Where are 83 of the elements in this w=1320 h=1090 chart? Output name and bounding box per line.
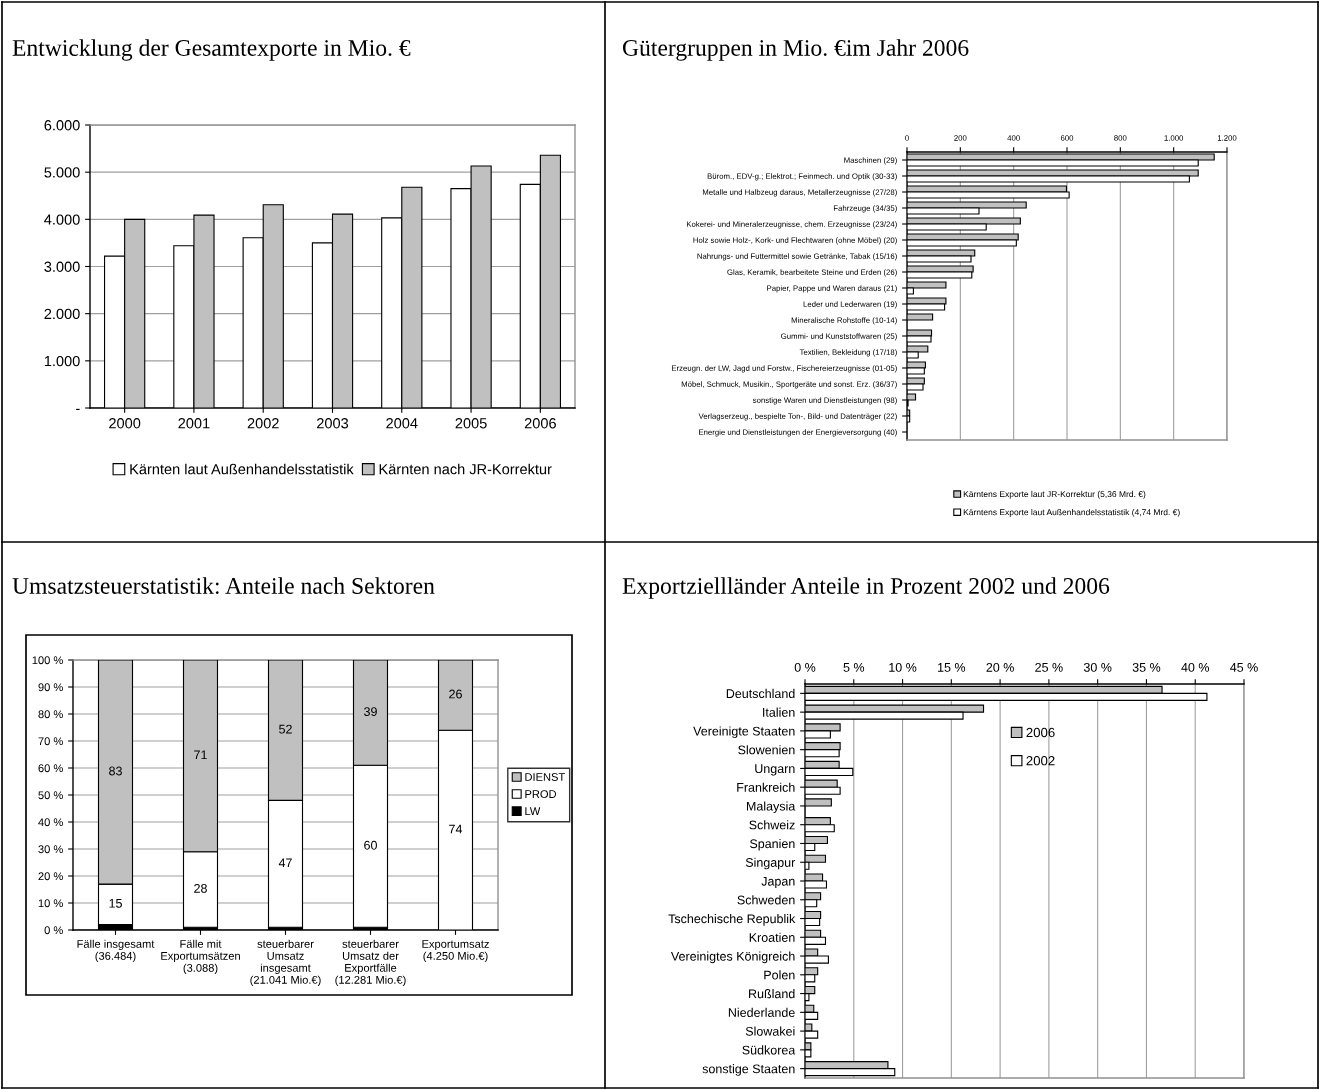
y-tick-label: Singapur [745, 857, 796, 870]
chart-title: Umsatzsteuerstatistik: Anteile nach Sektoren [12, 577, 435, 595]
legend-label: LW [525, 807, 541, 815]
y-tick-label: Rußland [749, 989, 795, 999]
y-tick-label: Vereinigte Staaten [693, 726, 795, 739]
data-label: 60 [364, 840, 377, 850]
y-tick-label: 1.000 [44, 355, 80, 367]
y-tick-label: 70 % [38, 737, 63, 746]
data-label: 47 [278, 858, 292, 868]
x-tick-label: Fälle insgesamt (36.484) [77, 939, 155, 963]
x-tick-label: Fälle mit Exportumsätzen (3.088) [161, 939, 240, 975]
y-tick-label: Schweden [737, 895, 795, 905]
chart-title: Gütergruppen in Mio. €im Jahr 2006 [622, 39, 969, 61]
y-tick-label: 0 % [44, 926, 63, 935]
legend-label: 2002 [1026, 756, 1055, 766]
data-label: 28 [194, 884, 207, 893]
x-tick-label: 30 % [1083, 662, 1112, 672]
x-tick-label: steuerbarer Umsatz insgesamt (21.041 Mio.€) [250, 939, 321, 986]
y-tick-label: 80 % [38, 710, 63, 719]
x-tick-label: 40 % [1181, 662, 1210, 672]
y-tick-label: Polen [764, 970, 795, 980]
y-tick-label: Slowakei [745, 1026, 795, 1036]
y-tick-label: 4.000 [44, 214, 80, 225]
x-tick-label: 2003 [317, 418, 349, 429]
y-tick-label: Italien [763, 707, 795, 717]
x-tick-label: steuerbarer Umsatz der Exportfälle (12.281 Mio.€) [335, 939, 406, 986]
x-tick-label: 2001 [178, 418, 210, 429]
x-tick-label: 2006 [524, 418, 556, 429]
y-tick-label: Deutschland [726, 688, 795, 699]
x-tick-label: 20 % [986, 662, 1014, 672]
x-tick-label: 15 % [938, 663, 966, 672]
data-label: 71 [194, 750, 207, 760]
data-label: 74 [449, 824, 463, 834]
legend-label: Kärntens Exporte laut Außenhandelsstatistik (4,74 Mrd. €) [963, 508, 1180, 517]
x-tick-label: 35 % [1132, 662, 1161, 672]
y-tick-label: Kroatien [749, 932, 795, 942]
data-label: 83 [109, 766, 122, 776]
y-tick-label: 60 % [38, 764, 63, 773]
x-tick-label: 45 % [1230, 663, 1258, 672]
legend-label: PROD [525, 790, 557, 799]
x-tick-label: Exportumsatz (4.250 Mio.€) [422, 940, 489, 963]
y-tick-label: 10 % [38, 899, 63, 908]
x-tick-label: 2004 [386, 418, 418, 429]
y-tick-label: 30 % [38, 845, 63, 854]
y-tick-label: 50 % [38, 791, 63, 800]
y-tick-label: 2.000 [44, 308, 80, 320]
y-tick-label: - [76, 408, 80, 410]
chart-title: Exportziellländer Anteile in Prozent 2002 und 2006 [622, 577, 1110, 599]
y-tick-label: Schweiz [749, 820, 795, 830]
y-tick-label: Slowenien [738, 745, 795, 755]
y-tick-label: sonstige Staaten [702, 1064, 795, 1076]
y-tick-label: 6.000 [44, 120, 80, 131]
y-tick-label: 5.000 [44, 167, 80, 178]
y-tick-label: Frankreich [737, 782, 795, 792]
y-tick-label: 40 % [38, 818, 63, 827]
x-tick-label: 10 % [889, 662, 917, 672]
data-label: 52 [279, 724, 292, 734]
y-tick-label: 20 % [38, 872, 63, 881]
x-tick-label: 25 % [1035, 662, 1063, 672]
y-tick-label: Niederlande [728, 1007, 795, 1017]
data-label: 15 [109, 898, 122, 908]
legend-label: 2006 [1026, 727, 1055, 738]
y-tick-label: 90 % [38, 683, 63, 692]
y-tick-label: Ungarn [755, 764, 795, 776]
legend-label: Kärnten laut Außenhandelsstatistik [130, 463, 354, 475]
y-tick-label: Vereinigtes Königreich [670, 951, 795, 964]
legend-label: Kärntens Exporte laut JR-Korrektur (5,36 Mrd. €) [963, 490, 1146, 499]
x-tick-label: 5 % [843, 663, 865, 672]
y-tick-label: 100 % [32, 656, 63, 665]
data-label: 39 [364, 707, 377, 717]
data-label: 26 [449, 689, 462, 699]
y-tick-label: Südkorea [742, 1045, 796, 1055]
y-tick-label: Spanien [749, 838, 795, 851]
x-tick-label: 2005 [455, 418, 487, 429]
chart-title: Entwicklung der Gesamtexporte in Mio. € [12, 39, 411, 61]
y-tick-label: Malaysia [746, 801, 796, 814]
y-tick-label: 3.000 [44, 261, 80, 272]
legend-label: Kärnten nach JR-Korrektur [379, 463, 552, 475]
y-tick-label: Tschechische Republik [668, 913, 796, 926]
legend-label: DIENST [525, 773, 565, 781]
y-tick-label: Japan [761, 876, 795, 889]
x-tick-label: 2002 [247, 418, 279, 429]
x-tick-label: 2000 [109, 418, 141, 429]
